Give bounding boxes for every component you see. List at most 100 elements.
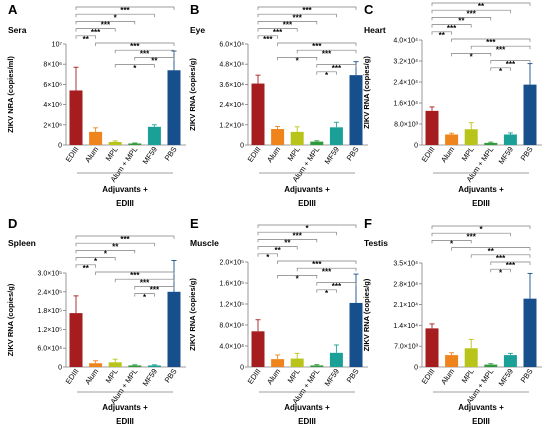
significance-label: * (499, 67, 503, 76)
bar (445, 355, 459, 367)
group-label-line2: EDIII (116, 199, 134, 208)
panel-letter: E (190, 216, 199, 231)
y-tick-label: 1.2×10⁵ (37, 327, 62, 334)
significance-bracket (257, 21, 318, 25)
x-tick-label: MF59 (323, 367, 341, 388)
significance-label: * (104, 250, 108, 259)
significance-label: *** (150, 286, 160, 295)
x-tick-label: MPL (104, 367, 120, 385)
significance-bracket (316, 64, 357, 68)
x-tick-label: PBS (163, 367, 179, 384)
significance-label: *** (467, 9, 477, 18)
x-tick-label: MPL (286, 145, 302, 163)
significance-bracket (75, 28, 116, 32)
significance-bracket (431, 240, 472, 244)
significance-label: ** (488, 247, 495, 256)
significance-bracket (134, 286, 175, 290)
y-tick-label: 3.0×10⁵ (37, 271, 62, 278)
x-tick-label: EDIII (64, 145, 81, 164)
significance-label: * (470, 53, 474, 62)
significance-bracket (277, 260, 357, 264)
x-tick-label: PBS (345, 367, 361, 384)
significance-label: *** (332, 64, 342, 73)
bar (503, 134, 517, 145)
bar (464, 348, 478, 367)
bar (271, 359, 285, 367)
bar (484, 364, 498, 367)
y-tick-label: 2.4×10⁴ (393, 80, 418, 87)
significance-bracket (75, 264, 96, 268)
y-tick-label: 2.1×10⁴ (393, 302, 418, 309)
y-tick-label: 1.6×10⁵ (219, 281, 244, 288)
group-label-line1: Adjuvants + (102, 185, 148, 194)
bar (271, 129, 285, 145)
significance-bracket (490, 60, 531, 64)
y-axis-label: ZIKV RNA (copies/g) (362, 278, 371, 351)
bar (128, 365, 142, 367)
significance-bracket (134, 57, 175, 61)
significance-bracket (431, 17, 492, 21)
y-tick-label: 2.4×10⁵ (37, 289, 62, 296)
y-tick-label: 3.5×10⁴ (393, 261, 418, 268)
significance-bracket (277, 57, 318, 61)
significance-label: * (499, 268, 503, 277)
significance-label: *** (506, 60, 516, 69)
x-tick-label: Alum (439, 145, 456, 164)
y-tick-label: 0 (414, 365, 418, 372)
bar (89, 363, 103, 367)
significance-label: *** (91, 28, 101, 37)
significance-bracket (316, 282, 357, 286)
significance-bracket (277, 42, 357, 46)
significance-label: ** (439, 31, 446, 40)
panel-f: F Testis ZIKV RNA (copies/g) 0 7.0×10³ 1.4×10… (362, 216, 542, 426)
y-tick-label: 0 (240, 365, 244, 372)
significance-label: *** (130, 271, 140, 280)
significance-bracket (257, 35, 278, 39)
significance-label: *** (447, 24, 457, 33)
significance-bracket (114, 64, 155, 68)
group-label-line2: EDIII (472, 199, 490, 208)
bar (108, 141, 122, 145)
significance-label: ** (478, 2, 485, 11)
panel-title: Muscle (190, 238, 219, 248)
significance-bracket (75, 235, 175, 239)
x-tick-label: MF59 (141, 145, 159, 166)
x-tick-label: MF59 (497, 145, 515, 166)
panel-b: B Eye ZIKV RNA (copies/g) 0 1.2×10⁴ 2.4×10⁴ 3.… (188, 2, 368, 208)
y-tick-label: 1.2×10⁴ (219, 122, 244, 129)
significance-label: *** (322, 49, 332, 58)
bar (464, 129, 478, 145)
x-tick-label: EDIII (246, 145, 263, 164)
bar (329, 352, 343, 367)
significance-label: *** (293, 13, 303, 22)
y-tick-label: 6.0×10⁴ (37, 346, 62, 353)
significance-label: ** (284, 239, 291, 248)
panel-letter: C (364, 2, 374, 17)
bar (167, 70, 181, 145)
x-tick-label: EDIII (420, 367, 437, 386)
y-axis-label: ZIKV RNA (copies/g) (188, 58, 197, 131)
bar (349, 302, 363, 367)
panel-e: E Muscle ZIKV RNA (copies/g) 0 4.0×10⁴ 8.0×10… (188, 216, 368, 426)
significance-bracket (75, 257, 116, 261)
x-tick-label: Alum (265, 367, 282, 386)
significance-label: *** (496, 254, 506, 263)
bar (349, 75, 363, 145)
group-label-line1: Adjuvants + (458, 403, 504, 412)
panel-letter: B (190, 2, 199, 17)
significance-label: *** (120, 235, 130, 244)
panel-title: Sera (8, 25, 27, 35)
significance-bracket (257, 246, 298, 250)
significance-label: * (114, 13, 118, 22)
y-tick-label: 1.8×10⁵ (37, 308, 62, 315)
significance-label: ** (112, 242, 119, 251)
x-tick-label: PBS (519, 367, 535, 384)
bar (523, 298, 537, 367)
significance-label: *** (120, 6, 130, 15)
y-tick-label: 1.2×10⁵ (219, 302, 244, 309)
bar (167, 291, 181, 367)
significance-label: * (133, 64, 137, 73)
y-tick-label: 2.0×10⁵ (219, 260, 244, 267)
bar (147, 365, 161, 367)
panel-letter: F (364, 216, 372, 231)
